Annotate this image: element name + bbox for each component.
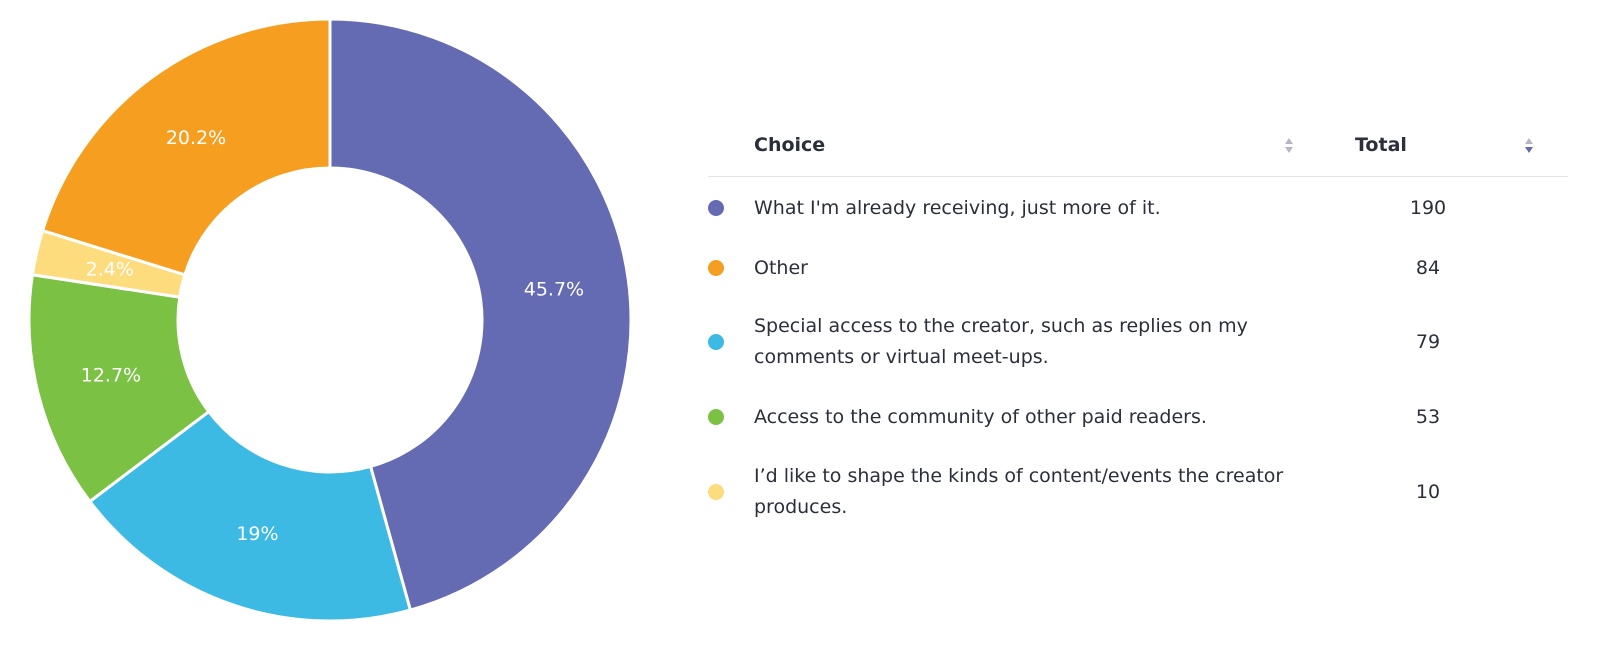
donut-chart: 45.7% 19% 12.7% 2.4% 20.2% [27,17,633,623]
legend-dot-icon [708,409,724,425]
table-row: What I'm already receiving, just more of… [708,177,1568,239]
total-cell: 79 [1415,331,1441,353]
legend-dot-icon [708,200,724,216]
slice-percent-label: 20.2% [166,127,226,149]
total-cell: 84 [1415,257,1441,279]
results-table: Choice Total What I'm already receiving,… [708,116,1568,537]
donut-slice[interactable] [27,273,211,504]
donut-slice[interactable] [328,17,633,612]
legend-dot-icon [708,260,724,276]
choice-cell: I’d like to shape the kinds of content/e… [754,465,1284,518]
choice-cell: Other [754,256,808,279]
sort-total-icon[interactable] [1524,138,1534,156]
legend-dot-icon [708,334,724,350]
slice-percent-label: 19% [236,523,278,545]
table-row: Access to the community of other paid re… [708,387,1568,447]
donut-slices [27,17,633,623]
total-cell: 190 [1409,197,1447,219]
total-column-header[interactable]: Total [1355,134,1407,156]
total-cell: 10 [1415,481,1441,503]
choice-cell: What I'm already receiving, just more of… [754,196,1161,219]
sort-choice-icon[interactable] [1284,138,1294,156]
table-row: I’d like to shape the kinds of content/e… [708,447,1568,537]
table-row: Other 84 [708,239,1568,297]
table-row: Special access to the creator, such as r… [708,297,1568,387]
legend-dot-icon [708,484,724,500]
donut-slice-labels: 45.7% 19% 12.7% 2.4% 20.2% [81,127,584,545]
choice-cell: Special access to the creator, such as r… [754,315,1248,368]
table-header: Choice Total [708,116,1568,177]
slice-percent-label: 45.7% [524,279,584,301]
slice-percent-label: 2.4% [86,258,134,280]
donut-slice[interactable] [40,17,332,277]
donut-slice[interactable] [87,409,413,623]
total-cell: 53 [1415,406,1441,428]
choice-column-header[interactable]: Choice [754,134,826,156]
slice-percent-label: 12.7% [81,365,141,387]
choice-cell: Access to the community of other paid re… [754,405,1207,428]
